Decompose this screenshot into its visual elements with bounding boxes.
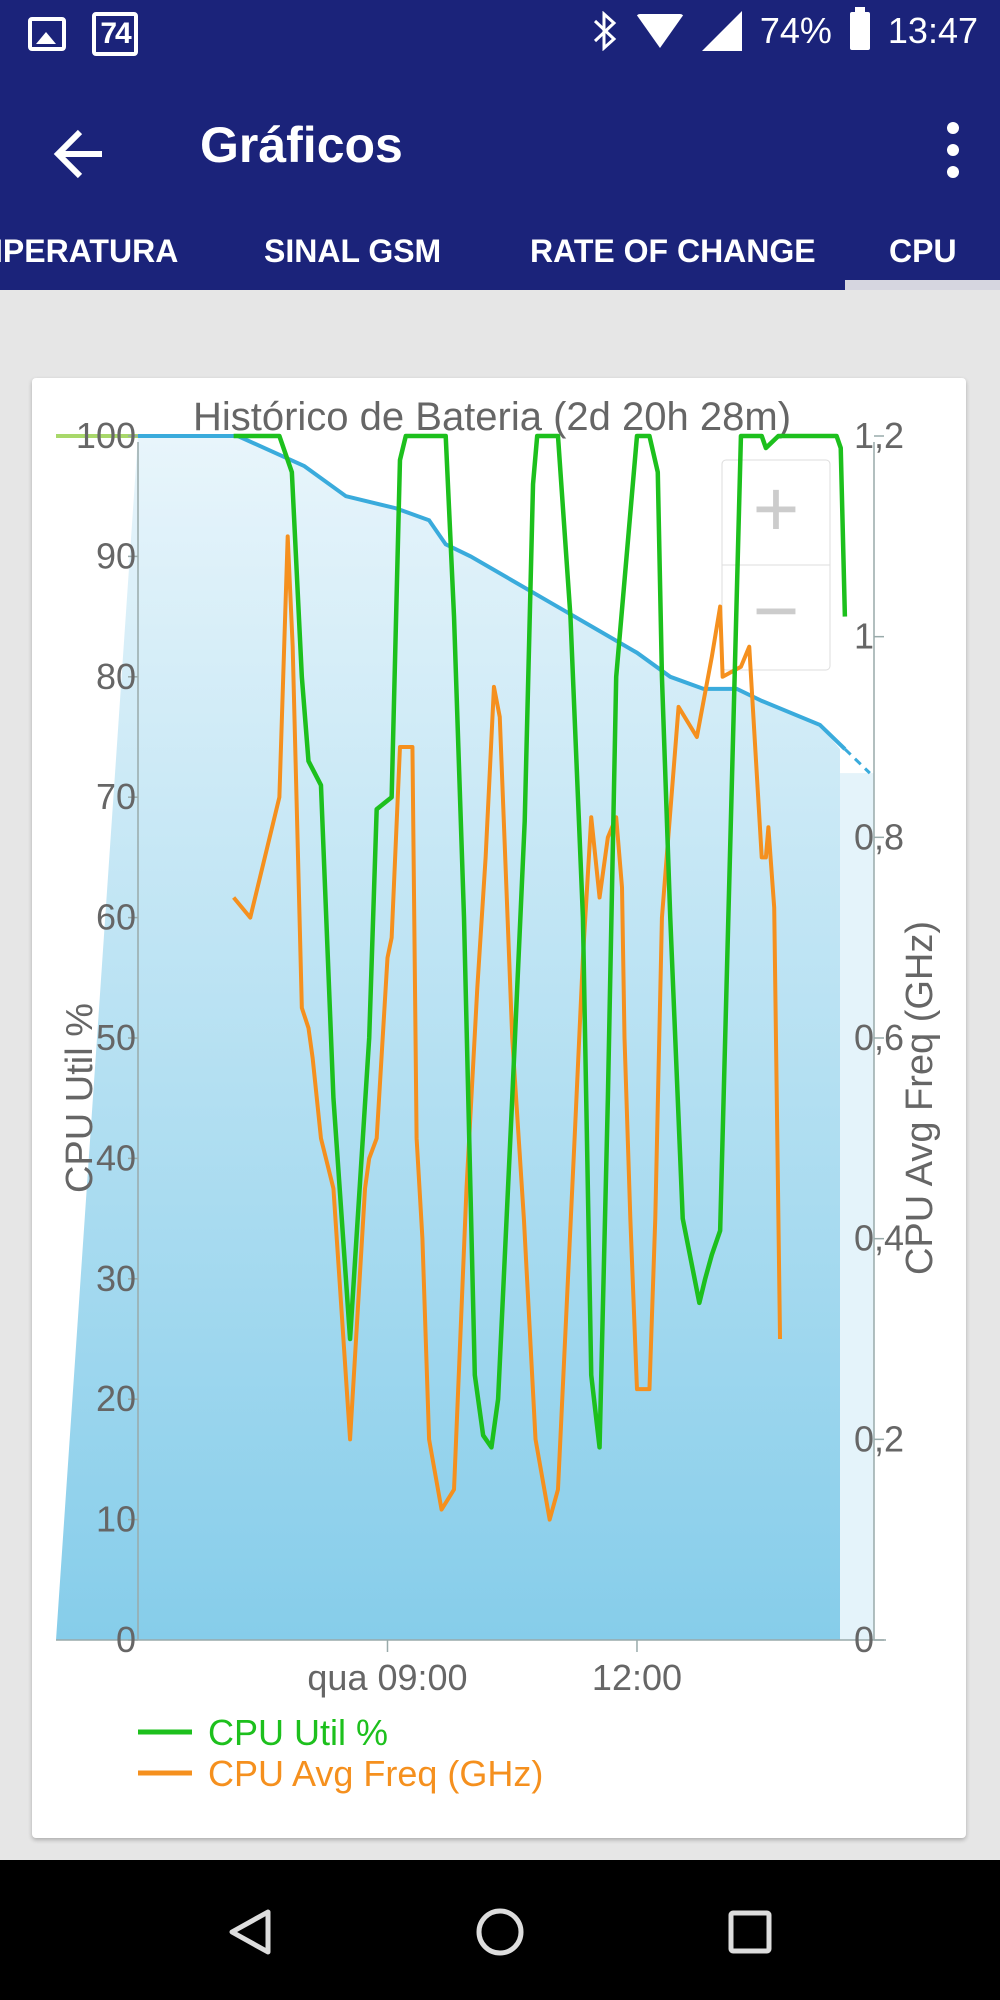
back-triangle-icon[interactable] <box>220 1902 280 1962</box>
y-left-tick-label: 0 <box>116 1619 136 1660</box>
navigation-bar <box>0 1860 1000 2000</box>
zoom-in-button[interactable]: + <box>753 464 800 553</box>
tab-rate-of-change[interactable]: RATE OF CHANGE <box>530 233 816 269</box>
battery-icon <box>849 7 870 50</box>
y-left-tick-label: 100 <box>76 415 136 456</box>
y-left-tick-label: 90 <box>96 535 136 576</box>
y-left-tick-label: 10 <box>96 1499 136 1540</box>
y-left-tick-label: 30 <box>96 1258 136 1299</box>
y-right-tick-label: 0,2 <box>854 1418 904 1459</box>
wifi-icon <box>635 14 684 48</box>
more-vert-icon[interactable] <box>946 120 960 180</box>
legend-label-cpu-freq: CPU Avg Freq (GHz) <box>208 1753 543 1794</box>
y-axis-right-title: CPU Avg Freq (GHz) <box>899 921 941 1275</box>
bluetooth-icon <box>593 11 617 51</box>
y-right-tick-label: 0 <box>854 1619 874 1660</box>
y-left-tick-label: 70 <box>96 776 136 817</box>
selected-tab-indicator <box>845 280 1000 290</box>
signal-icon <box>701 11 742 51</box>
battery-line <box>138 434 847 751</box>
cpu-chart[interactable]: 0 10 20 30 40 50 60 70 80 90 100 0 0,2 0,4 0,6 0,8 1 1,2 q… <box>32 378 966 1838</box>
battery-line-forecast <box>843 747 871 775</box>
y-axis-left-title: CPU Util % <box>59 1003 101 1193</box>
battery-area-tail <box>840 773 874 1640</box>
series-line-cpu-freq <box>232 534 783 1522</box>
battery-percent: 74% <box>759 10 832 51</box>
y-left-tick-label: 40 <box>96 1137 136 1178</box>
zoom-out-button[interactable]: − <box>753 566 800 655</box>
notification-count-icon: 74 <box>92 12 138 56</box>
y-right-tick-label: 1,2 <box>854 415 904 456</box>
home-circle-icon[interactable] <box>470 1902 530 1962</box>
y-left-tick-label: 80 <box>96 656 136 697</box>
y-right-tick-label: 0,6 <box>854 1017 904 1058</box>
y-left-tick-label: 60 <box>96 897 136 938</box>
x-tick-label: qua 09:00 <box>307 1657 467 1698</box>
y-right-tick-label: 0,4 <box>854 1218 904 1259</box>
tab-cpu[interactable]: CPU <box>889 233 957 269</box>
y-left-tick-label: 50 <box>96 1017 136 1058</box>
y-right-tick-label: 0,8 <box>854 816 904 857</box>
recents-square-icon[interactable] <box>720 1902 780 1962</box>
tab-temperatura[interactable]: IPERATURA <box>0 233 179 269</box>
clock: 13:47 <box>887 10 978 51</box>
app-bar: Gráficos IPERATURA SINAL GSM RATE OF CHA… <box>0 68 1000 290</box>
battery-area-fill <box>56 436 840 1640</box>
image-icon <box>28 17 66 51</box>
legend-label-cpu-util: CPU Util % <box>208 1712 388 1753</box>
page-title: Gráficos <box>200 117 403 173</box>
tab-sinal-gsm[interactable]: SINAL GSM <box>264 233 442 269</box>
status-bar: 74 74% 13:47 <box>0 0 1000 68</box>
chart-title: Histórico de Bateria (2d 20h 28m) <box>193 395 791 439</box>
series-line-cpu-util <box>233 433 848 1450</box>
chart-card: 0 10 20 30 40 50 60 70 80 90 100 0 0,2 0,4 0,6 0,8 1 1,2 q… <box>32 378 966 1838</box>
y-left-tick-label: 20 <box>96 1378 136 1419</box>
arrow-left-icon[interactable] <box>50 124 110 184</box>
tab-bar: IPERATURA SINAL GSM RATE OF CHANGE CPU <box>0 218 1000 290</box>
x-tick-label: 12:00 <box>592 1657 682 1698</box>
y-right-tick-label: 1 <box>854 616 874 657</box>
